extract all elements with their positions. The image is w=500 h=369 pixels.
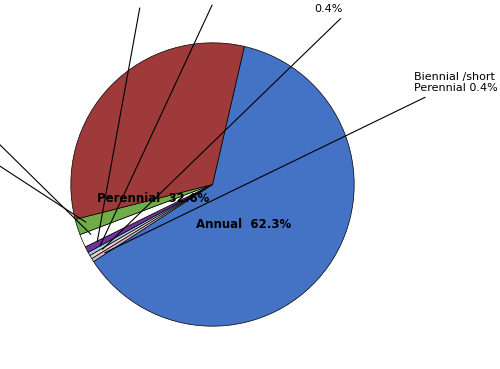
- Wedge shape: [80, 184, 212, 247]
- Text: Biennial /short
Perennial 0.4%: Biennial /short Perennial 0.4%: [104, 72, 498, 253]
- Wedge shape: [71, 43, 244, 219]
- Wedge shape: [94, 46, 354, 326]
- Text: Annual  62.3%: Annual 62.3%: [196, 218, 292, 231]
- Text: Annual / Biennial
1.8%: Annual / Biennial 1.8%: [0, 120, 86, 222]
- Text: Biennial 0.7%: Biennial 0.7%: [97, 0, 180, 242]
- Wedge shape: [90, 184, 212, 259]
- Text: Annual / Perennial
0.4%: Annual / Perennial 0.4%: [100, 0, 270, 246]
- Text: short Perennial
0.4%: short Perennial 0.4%: [102, 0, 399, 249]
- Wedge shape: [86, 184, 212, 252]
- Wedge shape: [92, 184, 212, 262]
- Text: Perennial  32.6%: Perennial 32.6%: [97, 192, 209, 205]
- Text: Annual /short
Perennial 1.5%: Annual /short Perennial 1.5%: [0, 86, 91, 234]
- Wedge shape: [75, 184, 212, 235]
- Wedge shape: [88, 184, 212, 255]
